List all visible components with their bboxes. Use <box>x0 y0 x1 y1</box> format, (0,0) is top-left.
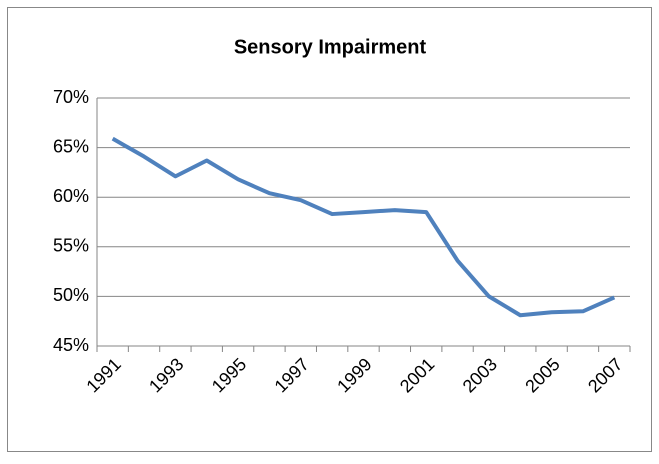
chart-title: Sensory Impairment <box>234 36 427 58</box>
y-tick-label: 70% <box>53 87 89 107</box>
y-tick-label: 65% <box>53 136 89 156</box>
y-tick-label: 55% <box>53 236 89 256</box>
y-tick-label: 60% <box>53 186 89 206</box>
y-tick-label: 45% <box>53 335 89 355</box>
chart-border <box>7 7 652 452</box>
y-tick-label: 50% <box>53 285 89 305</box>
data-line <box>111 136 616 318</box>
